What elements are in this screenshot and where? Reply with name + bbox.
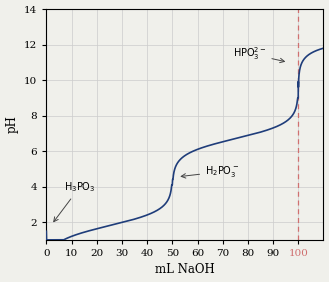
Text: $\mathrm{H_3PO_3}$: $\mathrm{H_3PO_3}$: [54, 180, 95, 222]
X-axis label: mL NaOH: mL NaOH: [155, 263, 215, 276]
Y-axis label: pH: pH: [6, 116, 18, 133]
Text: $\mathrm{H_2PO_3^-}$: $\mathrm{H_2PO_3^-}$: [181, 164, 239, 179]
Text: $\mathrm{HPO_3^{2-}}$: $\mathrm{HPO_3^{2-}}$: [233, 45, 284, 63]
